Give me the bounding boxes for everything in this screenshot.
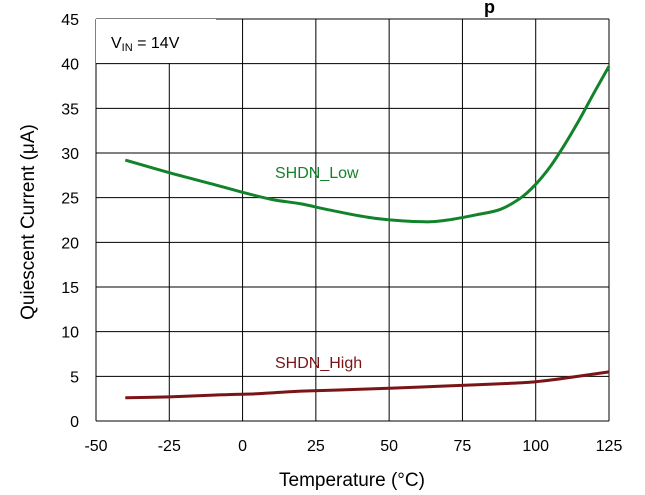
y-tick-label: 25 bbox=[61, 191, 79, 208]
y-tick-label: 10 bbox=[61, 325, 79, 342]
x-tick-label: 125 bbox=[596, 438, 623, 455]
series-label-shdn-low: SHDN_Low bbox=[275, 165, 359, 182]
series-label-shdn-high: SHDN_High bbox=[275, 355, 362, 372]
annotation-box bbox=[96, 19, 216, 63]
x-tick-label: -25 bbox=[158, 438, 181, 455]
x-tick-label: 0 bbox=[238, 438, 247, 455]
y-tick-label: 5 bbox=[70, 369, 79, 386]
y-tick-label: 20 bbox=[61, 235, 79, 252]
series-group bbox=[124, 65, 611, 400]
y-tick-label: 35 bbox=[61, 101, 79, 118]
series-line-shdn-high bbox=[125, 370, 610, 400]
x-tick-label: -50 bbox=[84, 438, 107, 455]
x-tick-label: 75 bbox=[454, 438, 472, 455]
x-tick-label: 100 bbox=[522, 438, 549, 455]
y-axis-label: Quiescent Current (μA) bbox=[18, 124, 39, 320]
y-tick-label: 0 bbox=[70, 414, 79, 431]
y-tick-label: 30 bbox=[61, 146, 79, 163]
series-line-shdn-low bbox=[124, 65, 611, 224]
vin-annotation: VIN = 14V bbox=[111, 35, 180, 54]
tick-labels: -50 -25 0 25 50 75 100 125 0 5 10 15 20 25 30 35 40 45 bbox=[61, 12, 622, 455]
title-fragment: p bbox=[484, 0, 495, 17]
y-tick-label: 15 bbox=[61, 280, 79, 297]
x-tick-label: 50 bbox=[380, 438, 398, 455]
x-axis-label: Temperature (°C) bbox=[279, 470, 425, 491]
y-tick-label: 45 bbox=[61, 12, 79, 29]
y-tick-label: 40 bbox=[61, 57, 79, 74]
x-tick-label: 25 bbox=[307, 438, 325, 455]
